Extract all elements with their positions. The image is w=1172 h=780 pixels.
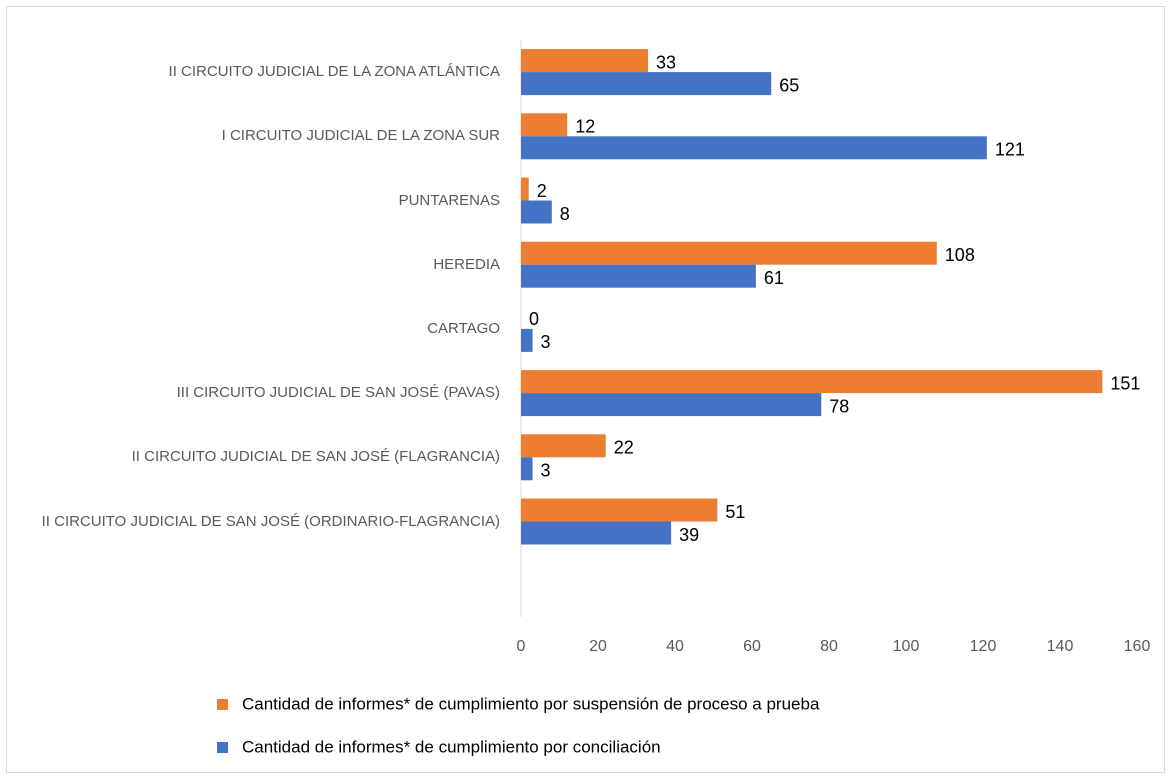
data-label: 151: [1110, 373, 1140, 393]
y-tick-label: II CIRCUITO JUDICIAL DE SAN JOSÉ (FLAGRA…: [131, 448, 500, 466]
data-label: 12: [575, 117, 595, 137]
bar: [521, 177, 529, 201]
bar: [521, 136, 987, 160]
bar: [521, 457, 533, 481]
data-label: 78: [829, 396, 849, 416]
legend-label: Cantidad de informes* de cumplimiento po…: [242, 694, 820, 713]
data-label: 0: [529, 309, 539, 329]
x-tick-label: 40: [666, 638, 684, 655]
legend-swatch: [217, 742, 228, 753]
x-tick-label: 120: [970, 638, 997, 655]
x-tick-label: 60: [743, 638, 761, 655]
y-tick-label: II CIRCUITO JUDICIAL DE LA ZONA ATLÁNTIC…: [168, 63, 500, 81]
data-label: 51: [725, 502, 745, 522]
y-tick-label: PUNTARENAS: [398, 191, 500, 209]
data-label: 3: [541, 461, 551, 481]
bar: [521, 498, 718, 522]
x-tick-label: 140: [1047, 638, 1074, 655]
bar: [521, 370, 1103, 394]
bar: [521, 72, 772, 96]
bar: [521, 521, 672, 545]
y-tick-label: I CIRCUITO JUDICIAL DE LA ZONA SUR: [221, 127, 500, 145]
bar: [521, 200, 552, 224]
bar: [521, 113, 568, 137]
y-tick-label: III CIRCUITO JUDICIAL DE SAN JOSÉ (PAVAS…: [176, 384, 500, 402]
x-tick-label: 80: [820, 638, 838, 655]
bar: [521, 264, 756, 288]
data-label: 65: [779, 75, 799, 95]
x-tick-label: 160: [1124, 638, 1151, 655]
data-label: 108: [945, 245, 975, 265]
data-label: 61: [764, 268, 784, 288]
legend-label: Cantidad de informes* de cumplimiento po…: [242, 737, 661, 756]
bar: [521, 434, 606, 458]
y-tick-label: CARTAGO: [427, 319, 500, 337]
chart-frame: [6, 6, 1165, 773]
x-tick-label: 0: [517, 638, 526, 655]
data-label: 33: [656, 52, 676, 72]
bar: [521, 393, 822, 417]
bar: [521, 241, 937, 265]
data-label: 121: [995, 140, 1025, 160]
x-tick-label: 20: [589, 638, 607, 655]
data-label: 3: [541, 332, 551, 352]
bar: [521, 49, 649, 73]
data-label: 39: [679, 525, 699, 545]
y-tick-label: HEREDIA: [433, 255, 500, 273]
data-label: 2: [537, 181, 547, 201]
data-label: 22: [614, 438, 634, 458]
legend-swatch: [217, 699, 228, 710]
bar: [521, 328, 533, 352]
x-tick-label: 100: [893, 638, 920, 655]
data-label: 8: [560, 204, 570, 224]
y-tick-label: II CIRCUITO JUDICIAL DE SAN JOSÉ (ORDINA…: [41, 512, 500, 530]
